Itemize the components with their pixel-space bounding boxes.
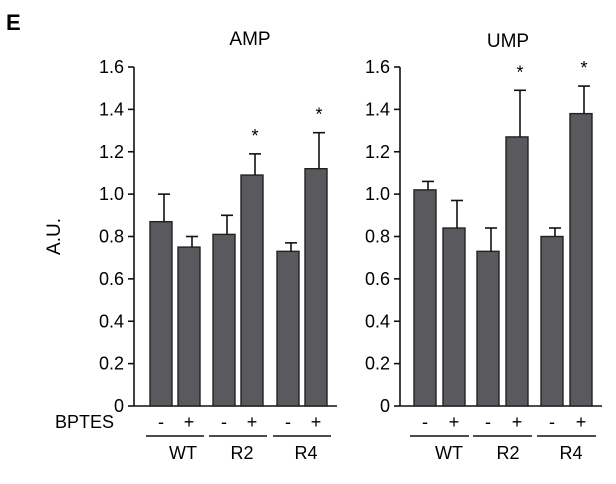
bar (442, 227, 466, 407)
treatment-sign: + (576, 412, 587, 432)
treatment-sign: - (285, 412, 291, 432)
treatment-sign: - (158, 412, 164, 432)
group-label: R2 (230, 443, 253, 463)
group-label: R2 (496, 443, 519, 463)
y-tick-label: 1.0 (99, 184, 124, 204)
treatment-sign: - (221, 412, 227, 432)
treatment-sign: + (449, 412, 460, 432)
chart-ump: UMP 0 0.2 0.4 0.6 0.8 1.0 1.2 1.4 1.6 - + - * + - * + WT R2… (365, 31, 602, 463)
bar (505, 136, 529, 407)
y-tick-label: 0 (114, 396, 124, 416)
bar (540, 235, 564, 407)
chart-title: AMP (229, 29, 270, 50)
bar (569, 112, 593, 407)
bar (413, 189, 437, 407)
y-tick-label: 0.6 (99, 269, 124, 289)
significance-marker: * (580, 58, 587, 78)
treatment-sign: + (311, 412, 322, 432)
bar (212, 233, 236, 407)
treatment-sign: - (422, 412, 428, 432)
bar (240, 174, 264, 407)
treatment-label: BPTES (55, 412, 114, 432)
bar (149, 220, 173, 407)
y-tick-label: 1.6 (99, 57, 124, 77)
y-tick-label: 1.4 (99, 99, 124, 119)
chart-title: UMP (487, 31, 529, 52)
bar (276, 250, 300, 407)
y-tick-label: 1.2 (99, 142, 124, 162)
group-label: WT (435, 443, 463, 463)
y-tick-label: 0.4 (365, 311, 390, 331)
treatment-sign: - (485, 412, 491, 432)
significance-marker: * (516, 62, 523, 82)
treatment-sign: + (247, 412, 258, 432)
y-tick-label: 1.0 (365, 184, 390, 204)
treatment-sign: - (549, 412, 555, 432)
y-tick-label: 1.4 (365, 99, 390, 119)
y-tick-label: 0.8 (365, 227, 390, 247)
significance-marker: * (251, 126, 258, 146)
group-label: R4 (294, 443, 317, 463)
y-tick-label: 0.6 (365, 269, 390, 289)
y-tick-label: 0.2 (99, 354, 124, 374)
treatment-sign: + (184, 412, 195, 432)
y-tick-label: 0 (380, 396, 390, 416)
y-tick-label: 1.6 (365, 57, 390, 77)
y-tick-label: 1.2 (365, 142, 390, 162)
y-tick-label: 0.2 (365, 354, 390, 374)
y-axis-label: A.U. (44, 218, 65, 255)
panel-label: E (6, 10, 21, 35)
y-tick-label: 0.4 (99, 311, 124, 331)
bar (304, 167, 328, 407)
significance-marker: * (315, 105, 322, 125)
treatment-sign: + (512, 412, 523, 432)
group-label: WT (169, 443, 197, 463)
y-tick-label: 0.8 (99, 227, 124, 247)
bar (476, 250, 500, 407)
bar (177, 246, 201, 407)
group-label: R4 (559, 443, 582, 463)
